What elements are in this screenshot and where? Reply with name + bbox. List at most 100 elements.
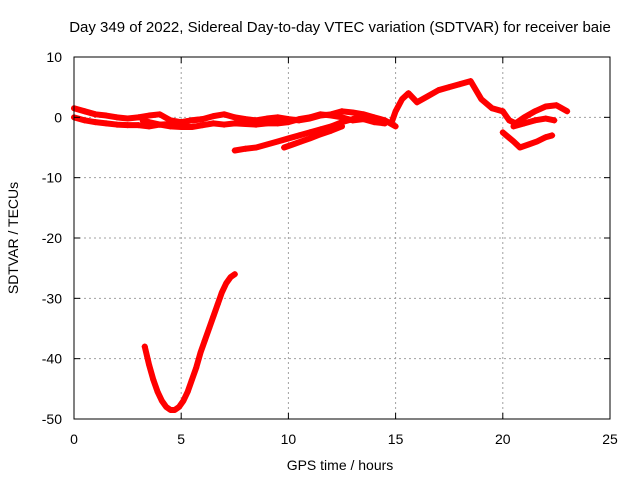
- data-point: [135, 114, 142, 121]
- data-point: [184, 388, 191, 395]
- data-point: [176, 403, 183, 410]
- data-point: [339, 108, 345, 115]
- data-point: [231, 114, 238, 121]
- data-point: [81, 117, 88, 124]
- data-point: [371, 119, 378, 126]
- x-tick-label: 5: [177, 431, 185, 447]
- data-point: [356, 114, 363, 121]
- data-point: [113, 121, 120, 128]
- data-point: [103, 120, 110, 127]
- data-point: [392, 123, 399, 130]
- data-point: [499, 108, 506, 115]
- x-tick-label: 0: [70, 431, 78, 447]
- data-point: [150, 376, 157, 383]
- data-point: [146, 112, 153, 119]
- data-point: [199, 116, 206, 123]
- data-point: [242, 145, 249, 152]
- data-point: [306, 114, 313, 121]
- data-point: [178, 119, 185, 126]
- y-tick-label: -40: [42, 351, 62, 367]
- data-point: [231, 271, 238, 278]
- data-point: [405, 90, 412, 97]
- data-point: [456, 81, 463, 88]
- y-tick-label: 0: [54, 109, 62, 125]
- data-point: [263, 141, 270, 148]
- data-point: [156, 111, 163, 118]
- data-point: [424, 93, 431, 100]
- data-point: [285, 119, 292, 126]
- y-axis-label: SDTVAR / TECUs: [5, 182, 21, 294]
- data-point: [506, 117, 513, 124]
- data-point: [188, 376, 195, 383]
- data-point: [171, 406, 178, 413]
- data-point: [274, 114, 281, 121]
- data-point: [193, 364, 200, 371]
- data-point: [306, 129, 313, 136]
- data-point: [510, 138, 517, 145]
- data-point: [306, 135, 313, 142]
- data-point: [542, 134, 549, 141]
- data-point: [253, 144, 260, 151]
- data-point: [510, 123, 517, 130]
- data-point: [478, 96, 485, 103]
- data-point: [135, 122, 142, 129]
- data-point: [188, 123, 195, 130]
- data-point: [92, 119, 99, 126]
- data-point: [542, 115, 549, 122]
- data-point: [446, 84, 453, 91]
- data-point: [81, 108, 88, 115]
- data-point: [399, 96, 406, 103]
- series-dip-curve: [141, 271, 238, 413]
- x-tick-label: 25: [602, 431, 618, 447]
- x-tick-label: 15: [388, 431, 404, 447]
- data-point: [435, 87, 442, 94]
- data-point: [197, 349, 204, 356]
- data-point: [263, 120, 270, 127]
- y-tick-label: -30: [42, 290, 62, 306]
- data-point: [542, 103, 549, 110]
- data-point: [525, 141, 532, 148]
- data-point: [564, 108, 571, 115]
- data-point: [317, 111, 324, 118]
- data-point: [274, 138, 281, 145]
- data-point: [210, 313, 217, 320]
- data-point: [154, 388, 161, 395]
- data-point: [227, 274, 234, 281]
- data-point: [167, 120, 174, 127]
- data-point: [349, 109, 356, 116]
- data-point: [188, 117, 195, 124]
- data-point: [499, 129, 506, 136]
- y-tick-label: 10: [46, 49, 62, 65]
- data-point: [516, 144, 523, 151]
- tick-marks: [73, 56, 611, 420]
- data-point: [92, 111, 99, 118]
- data-point: [467, 78, 474, 85]
- data-point: [180, 397, 187, 404]
- data-point: [388, 120, 395, 127]
- series-tail-lower: [499, 129, 556, 151]
- data-point: [392, 108, 399, 115]
- data-point: [163, 403, 170, 410]
- data-point: [223, 280, 230, 287]
- x-tick-label: 20: [495, 431, 511, 447]
- data-point: [139, 117, 146, 124]
- x-tick-labels: 0 5 10 15 20 25: [70, 431, 618, 447]
- data-point: [289, 141, 296, 148]
- data-point: [124, 115, 131, 122]
- data-point: [201, 337, 208, 344]
- data-point: [231, 120, 238, 127]
- data-point: [141, 343, 148, 350]
- data-point: [218, 289, 225, 296]
- data-point: [549, 132, 556, 139]
- y-tick-label: -10: [42, 170, 62, 186]
- data-point: [381, 120, 388, 127]
- data-point: [349, 116, 356, 123]
- data-point: [103, 112, 110, 119]
- data-point: [221, 121, 228, 128]
- data-point: [296, 132, 303, 139]
- data-point: [156, 121, 163, 128]
- data-point: [253, 121, 260, 128]
- data-point: [274, 120, 281, 127]
- data-point: [214, 301, 221, 308]
- data-point: [242, 120, 249, 127]
